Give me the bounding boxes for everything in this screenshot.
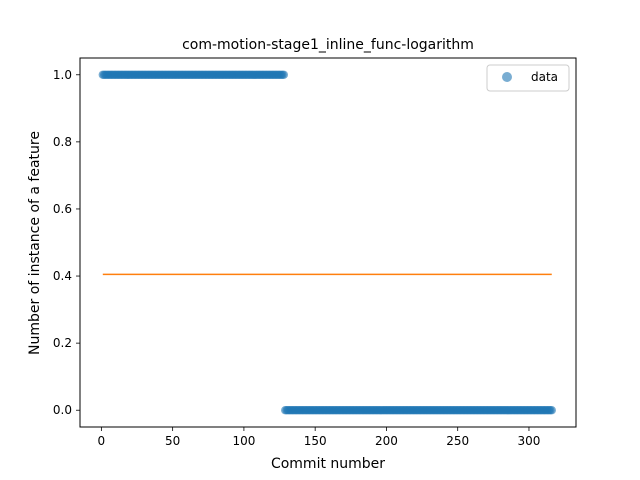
- y-tick-label: 0.2: [53, 336, 72, 350]
- x-axis-ticks: 0 50 100 150 200 250 300: [98, 427, 541, 448]
- x-tick-label: 150: [304, 434, 327, 448]
- x-tick-label: 300: [518, 434, 541, 448]
- y-tick-label: 0.8: [53, 135, 72, 149]
- x-tick-label: 0: [98, 434, 106, 448]
- x-axis-label: Commit number: [271, 456, 385, 472]
- y-tick-label: 0.6: [53, 202, 72, 216]
- legend-box: [486, 64, 570, 92]
- legend-label-data: data: [531, 70, 558, 84]
- y-axis-ticks: 0.0 0.2 0.4 0.6 0.8 1.0: [53, 68, 80, 417]
- plot-frame: [79, 57, 577, 428]
- legend: data: [486, 64, 570, 92]
- x-tick-label: 50: [165, 434, 180, 448]
- data-point: [279, 70, 289, 79]
- x-tick-label: 100: [232, 434, 255, 448]
- legend-marker-data: [502, 72, 512, 82]
- data-point: [547, 406, 556, 415]
- chart-title: com-motion-stage1_inline_func-logarithm: [182, 37, 474, 53]
- x-tick-label: 250: [446, 434, 469, 448]
- plot-area: [80, 58, 576, 427]
- y-tick-label: 0.4: [53, 269, 72, 283]
- data-points-layer: [98, 70, 556, 415]
- y-axis-label: Number of instance of a feature: [27, 131, 43, 355]
- y-tick-label: 1.0: [53, 68, 72, 82]
- y-tick-label: 0.0: [53, 403, 72, 417]
- x-tick-label: 200: [375, 434, 398, 448]
